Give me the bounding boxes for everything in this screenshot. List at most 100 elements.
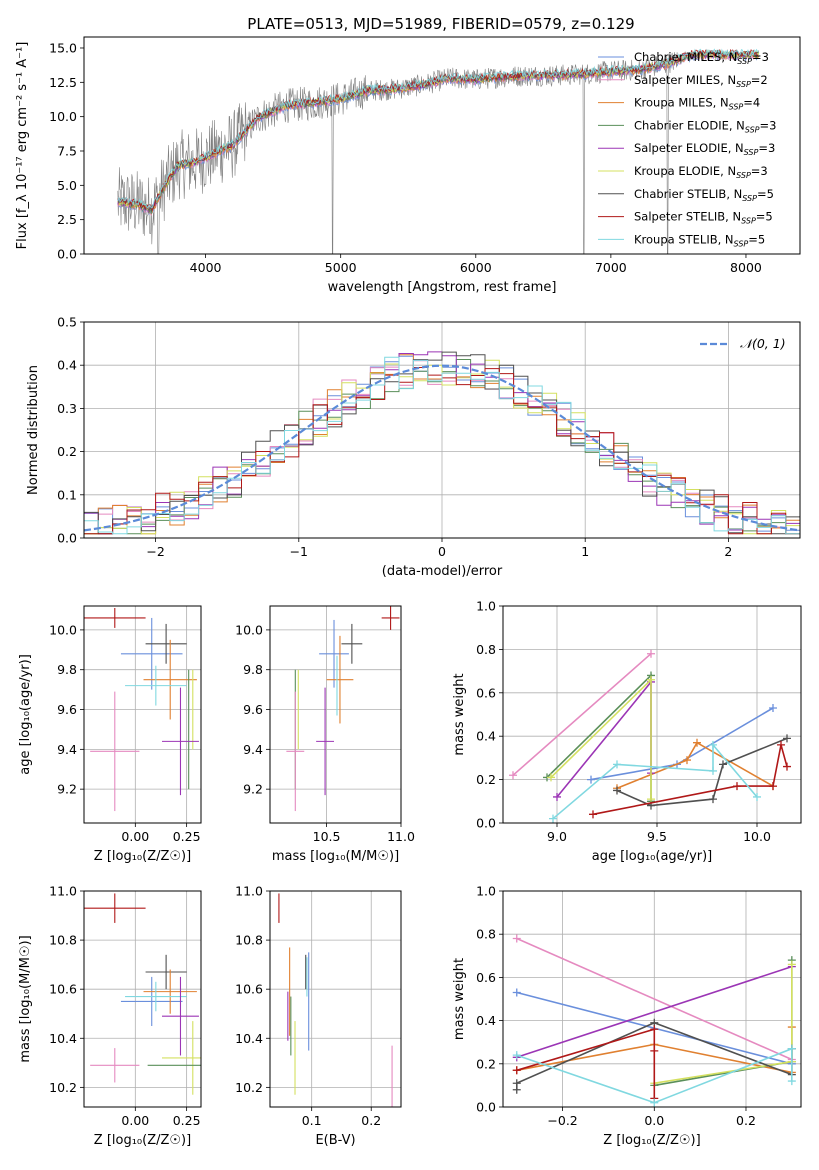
plot-area [117, 48, 760, 254]
x-tick-label: 0.25 [173, 829, 201, 844]
legend-label-subscript: SSP [742, 194, 757, 203]
legend-label-subscript: SSP [744, 148, 759, 157]
legend-label-suffix: =3 [760, 118, 777, 132]
y-tick-label: 9.4 [57, 742, 77, 757]
weight-point-kroupa-stelib [709, 740, 717, 749]
y-tick-label: 10.4 [49, 1031, 77, 1046]
x-tick-label: −1 [290, 544, 308, 559]
weight-point-chabrier-stelib [512, 1079, 521, 1088]
y-axis-label: mass [log₁₀(M/M☉)] [18, 935, 33, 1062]
weight-point-salpeter-stelib [589, 810, 597, 819]
weight-point-kroupa-stelib [787, 1044, 796, 1053]
y-tick-label: 1.0 [476, 884, 496, 899]
histogram-step-kroupa-stelib [84, 356, 800, 535]
weight-point-salpeter-stelib [512, 1066, 521, 1075]
weight-line-salpeter-miles [512, 653, 652, 776]
weight-point-chabrier-stelib [783, 734, 791, 743]
weight-point-salpeter-miles [512, 934, 521, 943]
axes-frame [83, 890, 202, 1108]
y-tick-label: 9.4 [243, 742, 263, 757]
y-tick-label: 9.6 [243, 702, 263, 717]
weight-line-salpeter-stelib [516, 1028, 656, 1099]
y-tick-label: 0.8 [476, 927, 496, 942]
weight-point-salpeter-miles [509, 771, 517, 780]
legend-label-subscript: SSP [736, 171, 751, 180]
x-axis-label: mass [log₁₀(M/M☉)] [272, 849, 399, 864]
x-tick-label: 0.2 [736, 1113, 756, 1128]
model-spectrum-line-kroupa-elodie [117, 49, 760, 212]
axes-frame [83, 321, 801, 539]
axes-frame [83, 605, 202, 824]
legend-label-text: Salpeter MILES, N [634, 73, 736, 87]
legend-label-suffix: =3 [752, 50, 769, 64]
x-axis-label: wavelength [Angstrom, rest frame] [328, 280, 557, 295]
x-tick-label: 10.5 [313, 829, 341, 844]
y-tick-label: 11.0 [49, 884, 77, 899]
legend-label-text: Salpeter ELODIE, N [634, 141, 744, 155]
y-tick-label: 15.0 [49, 40, 77, 55]
y-tick-label: 10.4 [235, 1031, 263, 1046]
y-tick-label: 0.0 [57, 247, 77, 262]
legend-label: Salpeter ELODIE, NSSP=3 [634, 141, 775, 157]
x-tick-label: 0.0 [644, 1113, 664, 1128]
y-tick-label: 10.8 [235, 933, 263, 948]
mass-vs-ebv-chart: 0.1 0.2 10.2 10.4 10.6 10.8 11.0 E(B-V) [235, 884, 402, 1148]
y-tick-label: 0.6 [476, 970, 496, 985]
y-tick-label: 9.6 [57, 702, 77, 717]
x-tick-label: 11.0 [387, 829, 415, 844]
y-tick-label: 5.0 [57, 178, 77, 193]
weight-line-kroupa-stelib [552, 742, 758, 820]
legend-label: Salpeter STELIB, NSSP=5 [634, 210, 773, 226]
plot-area [286, 606, 400, 812]
weight-point-kroupa-miles [683, 756, 691, 765]
x-tick-label: 0.00 [121, 1113, 149, 1128]
y-tick-label: 0.2 [476, 1056, 496, 1071]
x-tick-label: 5000 [325, 260, 357, 275]
legend-label: Kroupa MILES, NSSP=4 [634, 96, 760, 112]
x-axis-label: (data-model)/error [382, 564, 503, 579]
x-axis-label: age [log₁₀(age/yr)] [592, 849, 713, 864]
mass-weight-vs-metallicity-chart: −0.2 0.0 0.2 0.0 0.2 0.4 0.6 0.8 1.0 Z [log₁₀(Z/Z… [452, 884, 802, 1148]
weight-point-chabrier-stelib [613, 786, 621, 795]
x-tick-label: 9.0 [547, 829, 567, 844]
weight-point-kroupa-elodie [547, 773, 555, 782]
legend-label-suffix: =4 [743, 96, 760, 110]
legend-label-text: Salpeter STELIB, N [634, 210, 741, 224]
legend-label: 𝒩(0, 1) [740, 336, 786, 351]
weight-point-salpeter-stelib [733, 782, 741, 791]
x-tick-label: 8000 [730, 260, 762, 275]
legend-label-subscript: SSP [734, 239, 749, 248]
legend-label-subscript: SSP [729, 103, 744, 112]
weight-line-salpeter-miles [516, 937, 793, 1061]
y-tick-label: 10.2 [49, 1080, 77, 1095]
y-tick-label: 0.2 [476, 772, 496, 787]
figure-title: PLATE=0513, MJD=51989, FIBERID=0579, z=0… [247, 15, 634, 33]
legend-label-suffix: =5 [748, 232, 765, 246]
y-tick-label: 7.5 [57, 143, 77, 158]
legend-label-text: Chabrier STELIB, N [634, 187, 742, 201]
y-tick-label: 0.4 [57, 358, 77, 373]
mass-weight-vs-age-chart: 9.0 9.5 10.0 0.0 0.2 0.4 0.6 0.8 1.0 age [log₁₀(a… [452, 599, 802, 864]
x-tick-label: 9.5 [647, 829, 667, 844]
weight-line-kroupa-elodie [654, 964, 793, 1084]
legend-label-suffix: =3 [751, 164, 768, 178]
weight-point-kroupa-elodie [787, 960, 796, 969]
weight-point-chabrier-miles [769, 703, 777, 712]
x-tick-label: 0.1 [302, 1113, 322, 1128]
mass-vs-metallicity-chart: 0.00 0.25 10.2 10.4 10.6 10.8 11.0 Z [log₁₀(Z/Z… [18, 884, 202, 1148]
legend-label-subscript: SSP [736, 80, 751, 89]
y-tick-label: 0.4 [476, 1013, 496, 1028]
weight-point-chabrier-miles [587, 775, 595, 784]
legend-label-text: Chabrier ELODIE, N [634, 118, 745, 132]
y-tick-label: 0.6 [476, 685, 496, 700]
legend-label-suffix: =2 [751, 73, 768, 87]
y-tick-label: 10.0 [49, 622, 77, 637]
weight-point-kroupa-stelib [753, 792, 761, 801]
weight-point-salpeter-stelib [769, 782, 777, 791]
y-tick-label: 0.8 [476, 642, 496, 657]
weight-line-kroupa-miles [616, 741, 774, 790]
y-tick-label: 10.0 [235, 622, 263, 637]
y-tick-label: 9.8 [243, 662, 263, 677]
weight-point-salpeter-stelib [650, 1046, 659, 1055]
y-axis-label: Normed distribution [26, 365, 41, 495]
